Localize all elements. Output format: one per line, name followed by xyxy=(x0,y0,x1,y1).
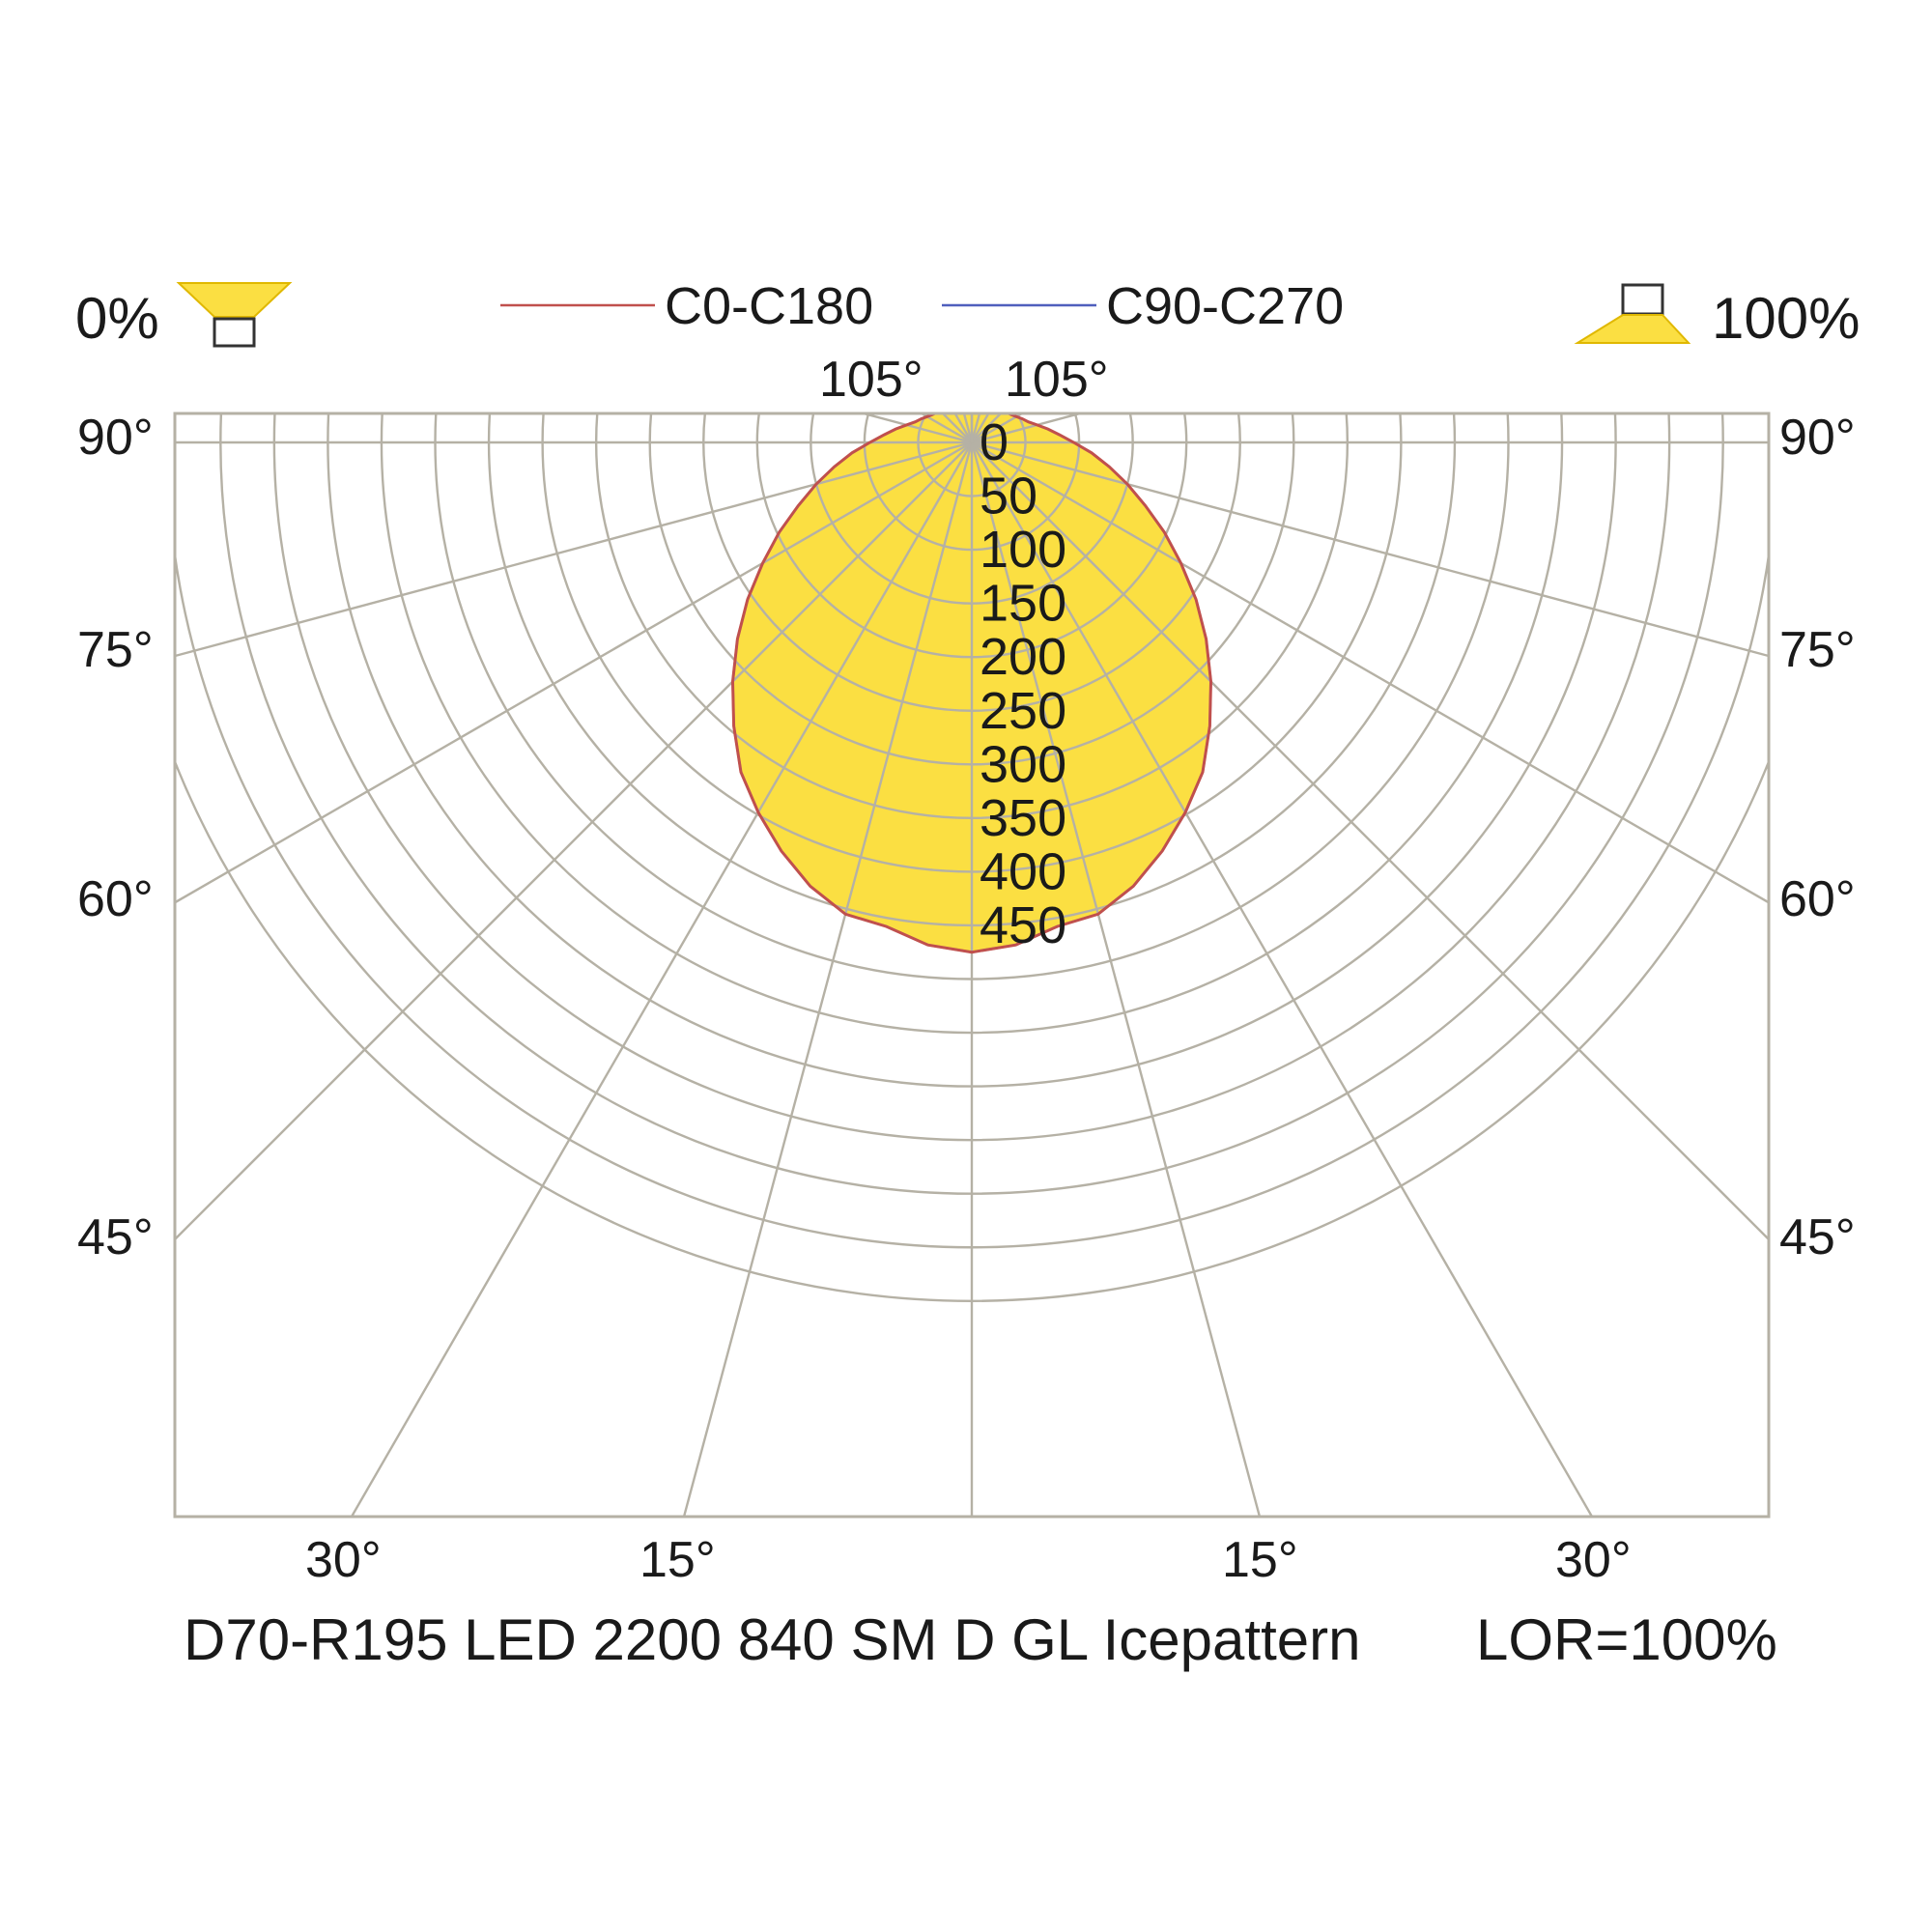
angle-label-left-45: 45° xyxy=(77,1209,154,1265)
angle-label-top-right: 105° xyxy=(1005,352,1109,408)
grid-spoke xyxy=(350,441,974,1517)
radial-tick-label: 200 xyxy=(980,628,1066,686)
angle-label-bottom-30-left: 30° xyxy=(305,1532,382,1588)
radial-tick-label: 250 xyxy=(980,682,1066,740)
angle-label-right-60: 60° xyxy=(1779,871,1856,927)
grid-spoke xyxy=(175,441,973,1241)
plot-frame xyxy=(173,412,1771,1519)
angle-label-left-60: 60° xyxy=(77,871,154,927)
legend-label-c90: C90-C270 xyxy=(1106,277,1344,335)
grid-spoke xyxy=(971,440,1769,658)
angle-label-top-left: 105° xyxy=(819,352,923,408)
radial-tick-label: 400 xyxy=(980,842,1066,900)
radial-tick-label: 100 xyxy=(980,521,1066,579)
grid-spoke xyxy=(971,413,1003,443)
grid-spoke xyxy=(971,441,1769,1241)
grid-spoke xyxy=(682,441,974,1517)
lor-label: LOR=100% xyxy=(1476,1607,1777,1672)
uplight-percent-label: 100% xyxy=(1712,286,1860,351)
grid-spoke xyxy=(175,440,973,904)
grid-spoke xyxy=(970,441,1262,1517)
grid-spoke xyxy=(971,413,1025,444)
radial-tick-label: 300 xyxy=(980,735,1066,793)
radial-tick-label: 350 xyxy=(980,789,1066,847)
angle-label-right-45: 45° xyxy=(1779,1209,1856,1265)
grid-spoke xyxy=(175,440,973,658)
radial-tick-label: 450 xyxy=(980,896,1066,954)
radial-tick-label: 0 xyxy=(980,413,1009,471)
grid-spoke xyxy=(970,441,1594,1517)
radial-tick-label: 150 xyxy=(980,575,1066,633)
downlight-icon xyxy=(176,282,293,348)
series-line-c0-c180 xyxy=(730,413,1213,954)
grid-spoke xyxy=(971,440,1769,904)
legend-label-c0: C0-C180 xyxy=(665,277,873,335)
angle-label-right-90: 90° xyxy=(1779,410,1856,466)
legend: 0% C0-C180 C90-C270 100% xyxy=(75,277,1860,351)
angle-labels: 105° 105° 90° 75° 60° 45° 90° 75° 60° 45… xyxy=(77,352,1856,1588)
angle-label-bottom-15-left: 15° xyxy=(639,1532,716,1588)
angle-label-left-90: 90° xyxy=(77,410,154,466)
angle-label-bottom-15-right: 15° xyxy=(1222,1532,1298,1588)
angle-label-right-75: 75° xyxy=(1779,622,1856,678)
radial-tick-label: 50 xyxy=(980,468,1037,526)
angle-label-bottom-30-right: 30° xyxy=(1555,1532,1632,1588)
downlight-percent-label: 0% xyxy=(75,286,159,351)
chart-title: D70-R195 LED 2200 840 SM D GL Icepattern xyxy=(184,1607,1360,1672)
angle-label-left-75: 75° xyxy=(77,622,154,678)
uplight-icon xyxy=(1574,283,1691,344)
grid-spoke xyxy=(971,413,1085,444)
